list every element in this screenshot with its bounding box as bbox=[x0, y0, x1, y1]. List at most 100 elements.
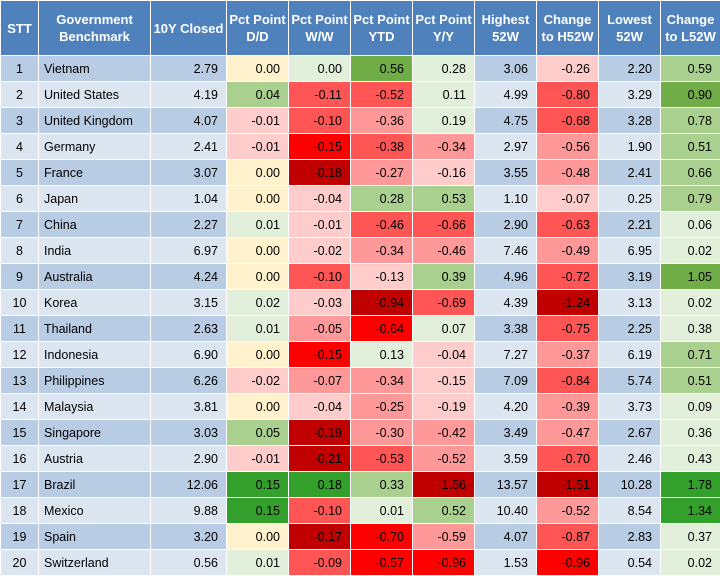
cell-ytd: 0.01 bbox=[350, 497, 413, 524]
cell-change-l52w: 0.66 bbox=[660, 159, 720, 186]
cell-stt: 20 bbox=[0, 549, 39, 576]
cell-change-h52w: -0.72 bbox=[536, 263, 599, 290]
cell-dd: 0.15 bbox=[226, 471, 289, 498]
cell-ww: -0.04 bbox=[288, 185, 351, 212]
cell-change-l52w: 0.51 bbox=[660, 133, 720, 160]
cell-lowest-52w: 6.95 bbox=[598, 237, 661, 264]
cell-lowest-52w: 3.19 bbox=[598, 263, 661, 290]
cell-lowest-52w: 1.90 bbox=[598, 133, 661, 160]
cell-highest-52w: 10.40 bbox=[474, 497, 537, 524]
cell-ww: -0.05 bbox=[288, 315, 351, 342]
cell-ytd: -0.27 bbox=[350, 159, 413, 186]
table-row: 17 Brazil 12.06 0.15 0.18 0.33 -1.56 13.57 -1.51… bbox=[0, 471, 720, 498]
cell-yy: -0.96 bbox=[412, 549, 475, 576]
cell-lowest-52w: 2.25 bbox=[598, 315, 661, 342]
cell-ytd: -0.34 bbox=[350, 237, 413, 264]
cell-10y-closed: 9.88 bbox=[150, 497, 227, 524]
cell-ww: -0.10 bbox=[288, 107, 351, 134]
cell-change-h52w: -0.48 bbox=[536, 159, 599, 186]
cell-stt: 14 bbox=[0, 393, 39, 420]
cell-highest-52w: 1.53 bbox=[474, 549, 537, 576]
cell-lowest-52w: 3.28 bbox=[598, 107, 661, 134]
cell-dd: 0.00 bbox=[226, 341, 289, 368]
cell-dd: -0.02 bbox=[226, 367, 289, 394]
table-row: 12 Indonesia 6.90 0.00 -0.15 0.13 -0.04 7.27 -0.… bbox=[0, 341, 720, 368]
cell-yy: -0.52 bbox=[412, 445, 475, 472]
table-row: 15 Singapore 3.03 0.05 -0.19 -0.30 -0.42 3.49 -0… bbox=[0, 419, 720, 446]
cell-ww: -0.18 bbox=[288, 159, 351, 186]
cell-dd: 0.04 bbox=[226, 81, 289, 108]
cell-benchmark: Malaysia bbox=[38, 393, 151, 420]
cell-highest-52w: 4.20 bbox=[474, 393, 537, 420]
cell-stt: 4 bbox=[0, 133, 39, 160]
table-row: 2 United States 4.19 0.04 -0.11 -0.52 0.11 4.99… bbox=[0, 81, 720, 108]
cell-10y-closed: 3.81 bbox=[150, 393, 227, 420]
table-row: 20 Switzerland 0.56 0.01 -0.09 -0.57 -0.96 1.53… bbox=[0, 549, 720, 576]
cell-10y-closed: 0.56 bbox=[150, 549, 227, 576]
cell-ww: -0.02 bbox=[288, 237, 351, 264]
cell-lowest-52w: 10.28 bbox=[598, 471, 661, 498]
cell-highest-52w: 4.75 bbox=[474, 107, 537, 134]
cell-benchmark: Brazil bbox=[38, 471, 151, 498]
cell-highest-52w: 3.06 bbox=[474, 55, 537, 82]
table-row: 19 Spain 3.20 0.00 -0.17 -0.70 -0.59 4.07 -0.87 2… bbox=[0, 523, 720, 550]
cell-benchmark: Switzerland bbox=[38, 549, 151, 576]
cell-benchmark: Indonesia bbox=[38, 341, 151, 368]
cell-10y-closed: 6.26 bbox=[150, 367, 227, 394]
cell-benchmark: Australia bbox=[38, 263, 151, 290]
cell-change-h52w: -0.49 bbox=[536, 237, 599, 264]
cell-dd: -0.01 bbox=[226, 107, 289, 134]
cell-lowest-52w: 0.25 bbox=[598, 185, 661, 212]
cell-yy: 0.07 bbox=[412, 315, 475, 342]
cell-stt: 9 bbox=[0, 263, 39, 290]
cell-stt: 10 bbox=[0, 289, 39, 316]
col-header-lowest-52w: Lowest 52W bbox=[598, 0, 661, 56]
cell-10y-closed: 2.41 bbox=[150, 133, 227, 160]
cell-yy: 0.11 bbox=[412, 81, 475, 108]
cell-change-h52w: -0.68 bbox=[536, 107, 599, 134]
cell-benchmark: Spain bbox=[38, 523, 151, 550]
cell-yy: -0.16 bbox=[412, 159, 475, 186]
cell-benchmark: Vietnam bbox=[38, 55, 151, 82]
cell-10y-closed: 2.79 bbox=[150, 55, 227, 82]
cell-10y-closed: 3.03 bbox=[150, 419, 227, 446]
cell-ytd: 0.13 bbox=[350, 341, 413, 368]
cell-lowest-52w: 0.54 bbox=[598, 549, 661, 576]
cell-yy: -0.66 bbox=[412, 211, 475, 238]
table-body: 1 Vietnam 2.79 0.00 0.00 0.56 0.28 3.06 -0.26 2.2… bbox=[0, 55, 720, 576]
cell-stt: 16 bbox=[0, 445, 39, 472]
cell-yy: -0.42 bbox=[412, 419, 475, 446]
cell-stt: 6 bbox=[0, 185, 39, 212]
cell-yy: -0.46 bbox=[412, 237, 475, 264]
cell-stt: 7 bbox=[0, 211, 39, 238]
col-header-change-h52w: Change to H52W bbox=[536, 0, 599, 56]
cell-yy: 0.52 bbox=[412, 497, 475, 524]
cell-10y-closed: 3.20 bbox=[150, 523, 227, 550]
cell-dd: 0.00 bbox=[226, 263, 289, 290]
cell-change-h52w: -0.37 bbox=[536, 341, 599, 368]
cell-change-h52w: -1.51 bbox=[536, 471, 599, 498]
table-row: 13 Philippines 6.26 -0.02 -0.07 -0.34 -0.15 7.0… bbox=[0, 367, 720, 394]
cell-lowest-52w: 3.29 bbox=[598, 81, 661, 108]
cell-dd: 0.00 bbox=[226, 159, 289, 186]
cell-change-l52w: 0.51 bbox=[660, 367, 720, 394]
cell-yy: 0.28 bbox=[412, 55, 475, 82]
cell-lowest-52w: 2.67 bbox=[598, 419, 661, 446]
cell-ytd: -0.34 bbox=[350, 367, 413, 394]
cell-yy: 0.39 bbox=[412, 263, 475, 290]
cell-dd: 0.01 bbox=[226, 315, 289, 342]
cell-stt: 5 bbox=[0, 159, 39, 186]
cell-ww: -0.15 bbox=[288, 133, 351, 160]
cell-ww: -0.10 bbox=[288, 497, 351, 524]
header-row: STT Government Benchmark 10Y Closed Pct … bbox=[0, 0, 720, 56]
cell-ww: -0.03 bbox=[288, 289, 351, 316]
cell-ytd: -0.25 bbox=[350, 393, 413, 420]
cell-10y-closed: 12.06 bbox=[150, 471, 227, 498]
cell-10y-closed: 2.90 bbox=[150, 445, 227, 472]
cell-change-l52w: 0.90 bbox=[660, 81, 720, 108]
cell-lowest-52w: 6.19 bbox=[598, 341, 661, 368]
cell-benchmark: Austria bbox=[38, 445, 151, 472]
col-header-stt: STT bbox=[0, 0, 39, 56]
cell-highest-52w: 4.96 bbox=[474, 263, 537, 290]
cell-yy: -0.04 bbox=[412, 341, 475, 368]
